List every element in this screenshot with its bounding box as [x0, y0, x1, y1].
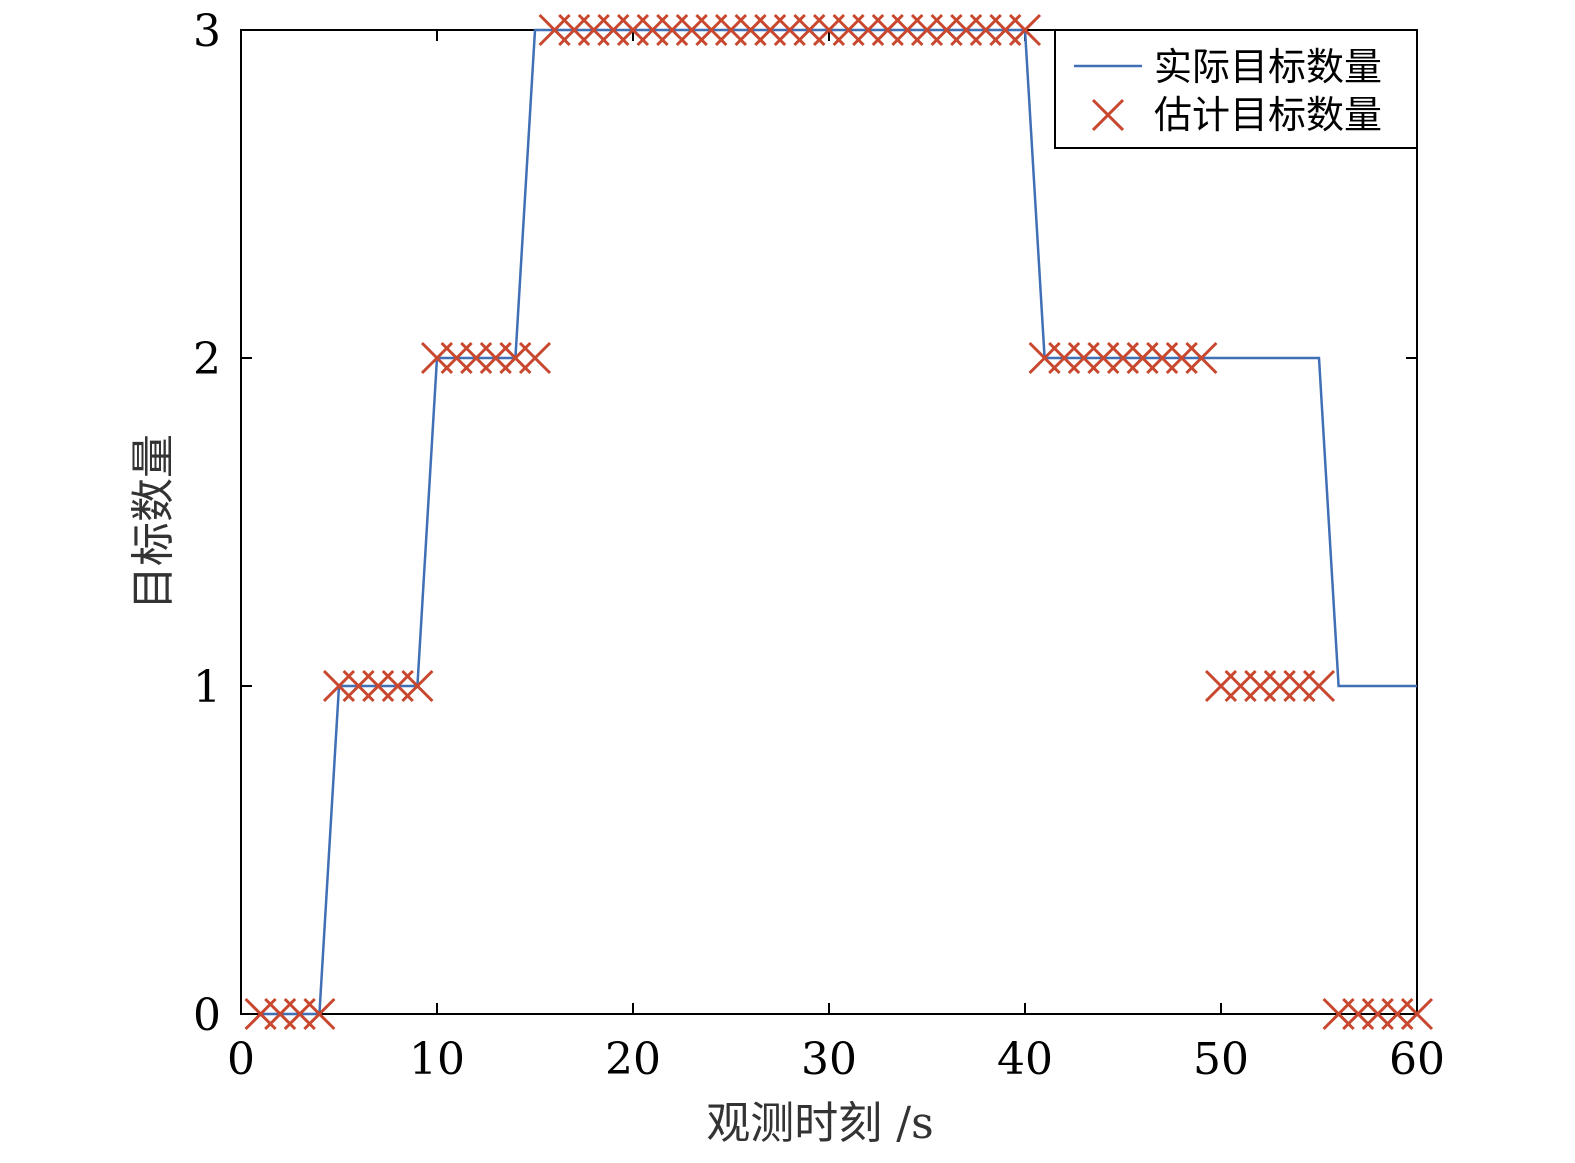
x-tick-label: 20: [605, 1034, 661, 1085]
x-tick-label: 40: [997, 1034, 1053, 1085]
legend: 实际目标数量 估计目标数量: [1054, 29, 1418, 149]
x-tick-label: 50: [1193, 1034, 1249, 1085]
y-tick-label: 3: [193, 6, 221, 57]
estimate-marker-stroke: [518, 341, 552, 375]
legend-marker-swatch: [1091, 98, 1125, 132]
estimate-marker-stroke: [401, 669, 434, 703]
y-tick-label: 2: [193, 334, 221, 385]
x-axis-title: 观测时刻 /s: [706, 1098, 933, 1149]
estimate-marker: [401, 669, 434, 703]
estimate-marker: [1008, 13, 1042, 47]
estimate-marker-stroke: [1185, 341, 1218, 375]
legend-box: [1054, 29, 1418, 149]
legend-label-estimated: 估计目标数量: [1154, 93, 1382, 137]
estimate-marker-stroke: [303, 997, 336, 1031]
estimate-marker-stroke: [1400, 997, 1434, 1031]
x-tick-label: 60: [1389, 1034, 1445, 1085]
estimate-marker: [1185, 341, 1218, 375]
estimate-marker: [303, 997, 336, 1031]
plot-area: [240, 29, 1418, 1015]
axis-tick-labels: 0 10 20 30 40 50 60 0 1 2 3: [193, 6, 1445, 1085]
x-tick-label: 0: [227, 1034, 255, 1085]
series-layer: [244, 13, 1434, 1031]
estimate-marker: [1302, 669, 1336, 703]
y-tick-label: 1: [193, 662, 221, 713]
estimate-marker: [1400, 997, 1434, 1031]
estimate-marker-stroke: [1302, 669, 1336, 703]
x-tick-label: 30: [801, 1034, 857, 1085]
legend-label-actual: 实际目标数量: [1154, 45, 1382, 89]
y-axis-title: 目标数量: [128, 434, 179, 610]
y-tick-label: 0: [193, 990, 221, 1041]
series-line-actual: [260, 28, 1417, 1016]
estimate-marker: [518, 341, 552, 375]
legend-marker-stroke: [1091, 98, 1125, 132]
x-tick-label: 10: [409, 1034, 465, 1085]
estimate-marker-stroke: [1008, 13, 1042, 47]
